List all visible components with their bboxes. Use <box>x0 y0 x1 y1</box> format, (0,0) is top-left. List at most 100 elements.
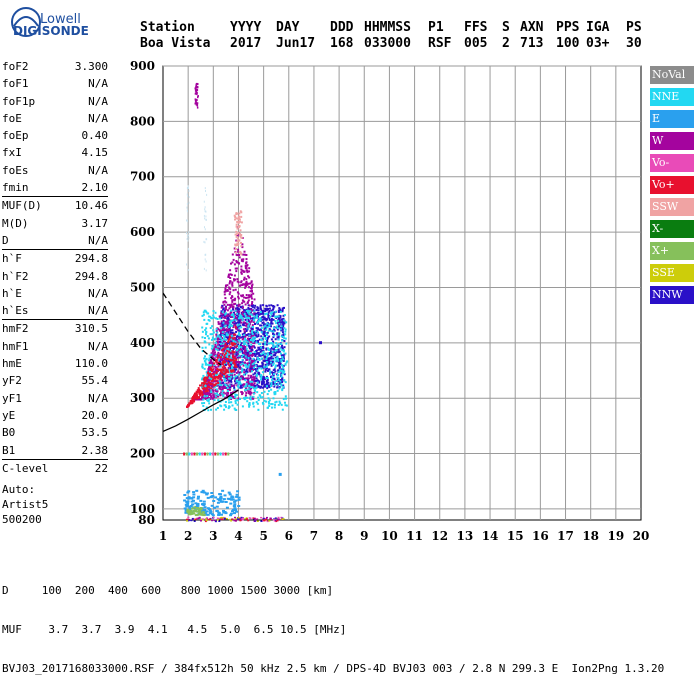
echo-point <box>258 367 261 370</box>
echo-point <box>279 352 282 355</box>
echo-point <box>251 360 254 363</box>
echo-point <box>274 320 277 323</box>
echo-point <box>272 332 275 335</box>
echo-point <box>257 365 260 368</box>
echo-point <box>204 226 205 229</box>
echo-point <box>234 297 237 300</box>
echo-point <box>235 223 238 226</box>
echo-point <box>236 328 239 331</box>
trace-x- <box>186 506 206 517</box>
param-value: N/A <box>88 286 108 300</box>
echo-point <box>266 361 269 364</box>
param-row: h`F 294.8 <box>2 250 108 267</box>
echo-point <box>229 395 232 398</box>
echo-point <box>274 392 277 395</box>
echo-point <box>280 354 283 357</box>
echo-point <box>224 314 227 317</box>
param-label: foEp <box>2 129 29 143</box>
echo-point <box>272 354 275 357</box>
echo-point <box>210 504 214 507</box>
echo-point <box>200 520 202 522</box>
echo-point <box>221 334 224 336</box>
echo-point <box>248 334 251 337</box>
echo-point <box>247 342 250 345</box>
echo-point <box>235 318 238 321</box>
echo-point <box>208 366 211 369</box>
echo-point <box>232 324 235 327</box>
echo-point <box>242 253 245 256</box>
echo-point <box>239 382 242 385</box>
echo-point <box>186 206 188 209</box>
echo-point <box>191 517 194 520</box>
echo-point <box>251 330 254 332</box>
echo-point <box>188 196 190 199</box>
echo-point <box>220 369 223 372</box>
echo-point <box>248 304 251 307</box>
echo-point <box>221 366 224 369</box>
echo-point <box>223 293 226 296</box>
echo-point <box>216 349 219 352</box>
echo-point <box>222 308 225 311</box>
echo-point <box>249 350 252 353</box>
echo-point <box>204 258 206 261</box>
echo-point <box>227 398 230 401</box>
echo-point <box>189 505 193 507</box>
echo-point <box>248 369 251 371</box>
echo-point <box>201 387 204 390</box>
echo-point <box>187 210 188 213</box>
echo-point <box>198 389 201 391</box>
logo-lowell: Lowell <box>40 12 81 27</box>
echo-point <box>224 306 227 309</box>
echo-point <box>245 366 248 369</box>
echo-point <box>233 303 236 306</box>
echo-point <box>216 501 220 504</box>
echo-point <box>224 452 227 456</box>
echo-point <box>245 359 248 361</box>
echo-point <box>242 321 245 324</box>
ionogram-chart: 1 2 3 4 5 6 7 8 9 10 11 12 13 14 15 16 17 18 19 20100200300… <box>130 59 649 543</box>
trace-vo- <box>186 326 238 408</box>
echo-point <box>207 388 210 391</box>
echo-point <box>235 322 237 325</box>
echo-point <box>272 374 275 377</box>
echo-point <box>241 375 244 378</box>
echo-point <box>196 389 199 392</box>
echo-point <box>259 354 262 357</box>
echo-point <box>241 369 244 372</box>
echo-point <box>242 337 245 340</box>
echo-point <box>256 365 259 368</box>
echo-point <box>226 497 230 500</box>
echo-point <box>202 381 205 384</box>
echo-point <box>209 374 212 377</box>
echo-point <box>201 326 204 329</box>
echo-point <box>233 500 237 503</box>
echo-point <box>264 369 267 371</box>
echo-point <box>233 363 236 366</box>
echo-point <box>204 309 207 312</box>
echo-point <box>219 337 222 340</box>
echo-point <box>237 305 240 307</box>
echo-point <box>217 514 221 516</box>
echo-point <box>230 303 233 306</box>
echo-point <box>202 500 206 503</box>
echo-point <box>248 363 251 366</box>
echo-point <box>278 358 281 360</box>
echo-point <box>215 382 218 385</box>
echo-point <box>251 382 253 384</box>
echo-point <box>283 346 286 349</box>
echo-point <box>220 391 223 394</box>
echo-point <box>205 253 207 256</box>
echo-point <box>222 511 226 514</box>
echo-point <box>272 519 275 521</box>
echo-point <box>227 314 230 317</box>
echo-point <box>236 312 239 315</box>
echo-point <box>276 336 279 339</box>
echo-point <box>207 368 210 371</box>
echo-point <box>190 500 194 503</box>
echo-point <box>244 267 247 269</box>
echo-point <box>207 396 209 399</box>
echo-point <box>240 376 243 379</box>
echo-point <box>257 327 259 330</box>
echo-point <box>247 519 250 522</box>
echo-point <box>260 385 263 388</box>
